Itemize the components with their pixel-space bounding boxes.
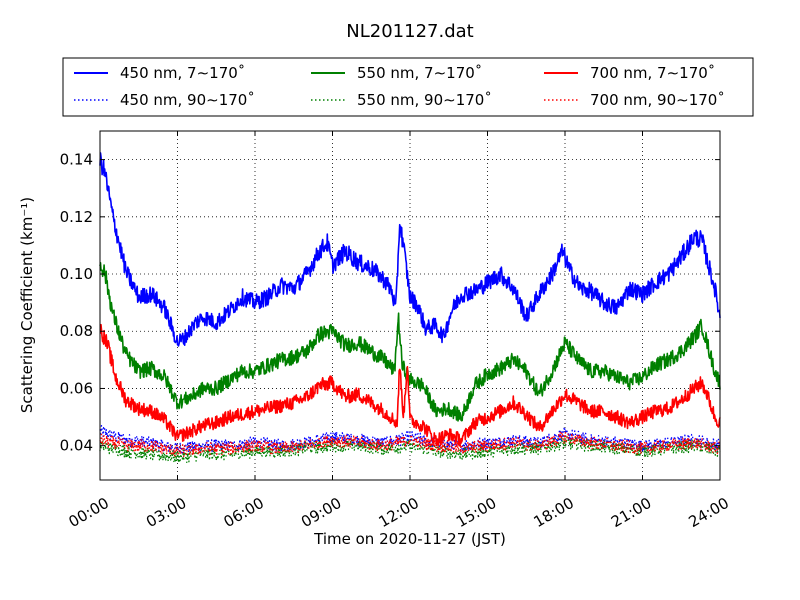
x-tick-label: 06:00	[221, 494, 267, 531]
x-tick-label: 12:00	[376, 494, 422, 531]
y-tick-label: 0.10	[60, 265, 93, 283]
legend-label-0: 450 nm, 7∼170˚	[120, 64, 245, 82]
x-tick-label: 24:00	[686, 494, 732, 531]
legend-entries: 450 nm, 7∼170˚ 450 nm, 90∼170˚ 550 nm, 7∼1…	[74, 64, 725, 109]
x-tick-labels: 00:00 03:00 06:00 09:00 12:00 15:00 18:00 21:00…	[66, 494, 732, 531]
x-axis-label: Time on 2020-11-27 (JST)	[313, 530, 506, 548]
y-tick-labels: 0.04 0.06 0.08 0.10 0.12 0.14	[60, 151, 93, 455]
x-tick-label: 21:00	[608, 494, 654, 531]
x-tick-label: 18:00	[531, 494, 577, 531]
grid-lines	[100, 131, 720, 480]
legend-label-2: 550 nm, 7∼170˚	[357, 64, 482, 82]
series-line-0	[99, 152, 721, 347]
x-tick-label: 09:00	[298, 494, 344, 531]
y-tick-label: 0.14	[60, 151, 93, 169]
series-line-4	[99, 323, 721, 447]
legend-label-3: 550 nm, 90∼170˚	[357, 91, 492, 109]
y-tick-label: 0.08	[60, 322, 93, 340]
y-tick-label: 0.06	[60, 379, 93, 397]
x-tick-label: 15:00	[453, 494, 499, 531]
y-tick-label: 0.12	[60, 208, 93, 226]
chart-title: NL201127.dat	[346, 21, 473, 42]
series-line-3	[99, 436, 721, 464]
legend: 450 nm, 7∼170˚ 450 nm, 90∼170˚ 550 nm, 7∼1…	[62, 57, 754, 117]
series-line-2	[99, 262, 721, 422]
x-tick-label: 03:00	[143, 494, 189, 531]
legend-box	[62, 57, 754, 117]
legend-label-4: 700 nm, 7∼170˚	[590, 64, 715, 82]
legend-label-5: 700 nm, 90∼170˚	[590, 91, 725, 109]
y-tick-label: 0.04	[60, 437, 93, 455]
legend-label-1: 450 nm, 90∼170˚	[120, 91, 255, 109]
y-axis-label: Scattering Coefficient (km⁻¹)	[18, 197, 36, 413]
series-layer	[99, 152, 721, 464]
axis-ticks	[99, 131, 721, 480]
x-tick-label: 00:00	[66, 494, 112, 531]
